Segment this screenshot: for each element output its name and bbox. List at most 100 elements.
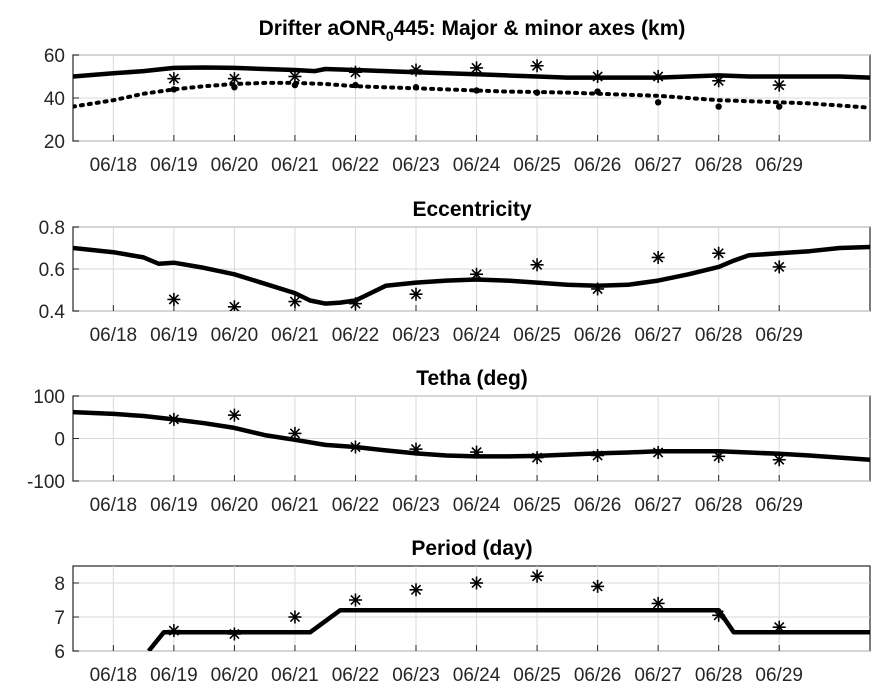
asterisk-marker [348, 297, 362, 311]
y-tick-label: 0.4 [39, 302, 66, 323]
asterisk-marker [712, 246, 726, 260]
asterisk-marker [227, 300, 241, 311]
y-tick-label: 7 [54, 608, 65, 629]
y-tick-label: 0 [54, 430, 65, 451]
x-tick-label: 06/28 [695, 325, 743, 346]
asterisk-marker [651, 596, 665, 610]
asterisk-marker [772, 260, 786, 274]
dot-marker [170, 86, 178, 93]
x-tick-label: 06/20 [211, 325, 259, 346]
dot-marker [533, 89, 541, 96]
title-rest: 445: Major & minor axes (km) [394, 17, 686, 40]
asterisk-marker [530, 59, 544, 73]
asterisk-marker [348, 65, 362, 79]
asterisk-marker [591, 282, 605, 296]
panel-title: Drifter aONR0445: Major & minor axes (km… [259, 17, 686, 44]
panel-title: Period (day) [411, 537, 532, 560]
x-tick-label: 06/18 [90, 325, 138, 346]
asterisk-marker [712, 608, 726, 622]
x-tick-label: 06/19 [150, 665, 198, 686]
plot-area: 06/18 06/19 06/20 06/21 06/22 06/23 06/24 06/25… [39, 218, 871, 346]
y-tick-label: 20 [44, 132, 65, 153]
dot-marker [231, 84, 238, 91]
y-tick-label: 6 [54, 642, 65, 663]
dot-marker [291, 81, 299, 89]
x-tick-label: 06/23 [392, 665, 440, 686]
series-group [73, 59, 870, 110]
panel-axes-major-minor: Drifter aONR0445: Major & minor axes (km… [44, 17, 871, 176]
dot-marker [654, 99, 662, 106]
dot-marker [473, 87, 480, 94]
asterisk-marker [348, 593, 362, 607]
asterisk-marker [530, 451, 544, 465]
x-tick-label: 06/20 [211, 665, 259, 686]
asterisk-marker [288, 426, 302, 440]
x-tick-label: 06/18 [90, 155, 138, 176]
x-tick-label: 06/28 [695, 155, 743, 176]
asterisk-marker [288, 70, 302, 83]
y-tick-label: 0.8 [39, 218, 65, 239]
x-tick-label: 06/20 [211, 155, 259, 176]
asterisk-marker [772, 453, 786, 467]
x-tick-label: 06/28 [695, 665, 743, 686]
model-line [73, 65, 870, 80]
dot-marker [352, 81, 359, 89]
panel-title: Eccentricity [412, 198, 531, 221]
x-tick-label: 06/22 [332, 325, 380, 346]
asterisk-marker [167, 624, 181, 638]
asterisk-marker [712, 449, 726, 463]
x-tick-label: 06/26 [574, 155, 622, 176]
x-tick-label: 06/18 [90, 495, 138, 516]
x-tick-label: 06/27 [634, 325, 682, 346]
model-line [73, 244, 870, 306]
x-tick-label: 06/23 [392, 325, 440, 346]
asterisk-marker [470, 61, 484, 75]
asterisk-marker [288, 610, 302, 624]
asterisk-marker [651, 446, 665, 460]
dot-marker [715, 103, 722, 110]
x-tick-label: 06/26 [574, 665, 622, 686]
x-tick-label: 06/27 [634, 665, 682, 686]
x-tick-label: 06/29 [755, 155, 803, 176]
asterisk-marker [772, 620, 786, 634]
x-tick-label: 06/23 [392, 495, 440, 516]
asterisk-marker [591, 70, 605, 83]
asterisk-marker [348, 440, 362, 454]
x-tick-label: 06/21 [271, 155, 319, 176]
x-tick-label: 06/25 [513, 665, 561, 686]
x-tick-label: 06/25 [513, 495, 561, 516]
x-tick-label: 06/24 [453, 325, 501, 346]
x-tick-label: 06/19 [150, 495, 198, 516]
y-tick-label: 8 [54, 574, 65, 595]
y-tick-label: -100 [27, 472, 65, 493]
x-tick-label: 06/29 [755, 665, 803, 686]
x-tick-label: 06/21 [271, 665, 319, 686]
panel-tetha: Tetha (deg) 06/18 06/19 06/20 06/21 06/22 06/… [27, 367, 871, 516]
x-tick-label: 06/20 [211, 495, 259, 516]
plot-area: 06/18 06/19 06/20 06/21 06/22 06/23 06/24 06/25… [44, 46, 871, 176]
asterisk-marker [530, 569, 544, 583]
x-tick-label: 06/22 [332, 155, 380, 176]
asterisk-marker [227, 627, 241, 641]
asterisk-marker [530, 258, 544, 272]
x-tick-label: 06/18 [90, 665, 138, 686]
y-tick-label: 100 [33, 387, 65, 408]
series-group [73, 408, 870, 467]
x-tick-label: 06/26 [574, 325, 622, 346]
x-tick-label: 06/22 [332, 495, 380, 516]
panel-title: Tetha (deg) [416, 367, 528, 390]
series-group [73, 244, 870, 311]
minor-axis-line [73, 80, 870, 110]
asterisk-marker [651, 250, 665, 264]
panel-eccentricity: Eccentricity 06/18 06/19 06/20 06/21 06/22 06… [39, 198, 871, 346]
asterisk-marker [167, 72, 181, 86]
x-tick-label: 06/24 [453, 495, 501, 516]
x-tick-label: 06/25 [513, 155, 561, 176]
x-tick-label: 06/23 [392, 155, 440, 176]
asterisk-marker [167, 412, 181, 426]
x-tick-label: 06/25 [513, 325, 561, 346]
y-tick-label: 60 [44, 46, 65, 67]
asterisk-marker [470, 267, 484, 281]
asterisk-marker [651, 70, 665, 83]
